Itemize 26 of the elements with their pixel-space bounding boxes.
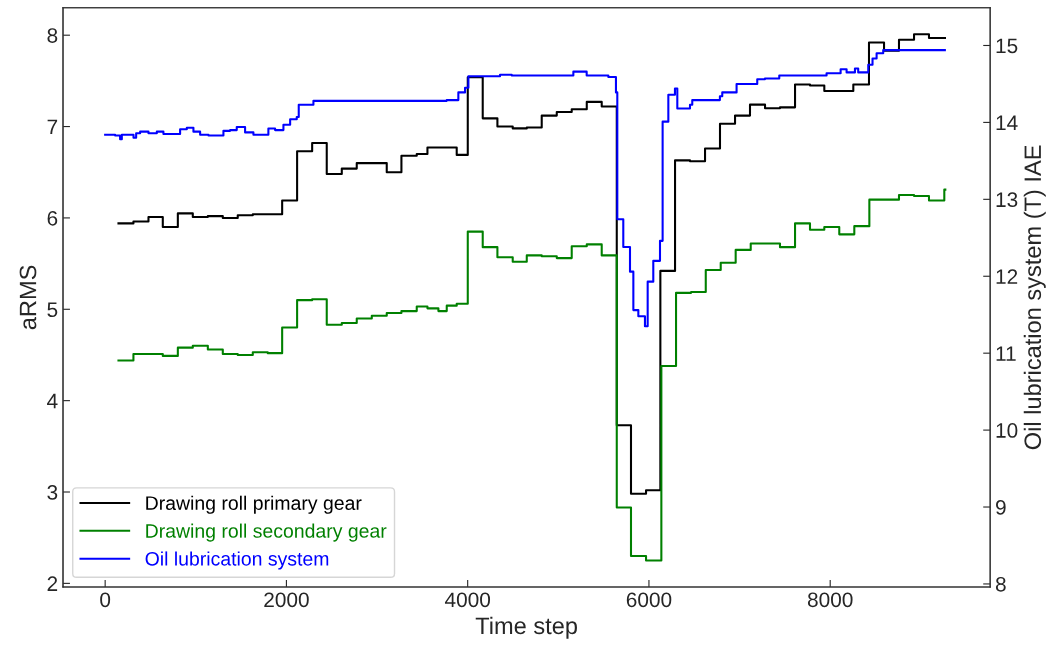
y2-tick-label: 12 xyxy=(996,269,1018,284)
legend-label: Drawing roll secondary gear xyxy=(146,523,387,542)
x-tick-label: 8000 xyxy=(807,592,853,608)
y-axis-title: aRMS xyxy=(19,265,37,330)
x-tick-label: 2000 xyxy=(264,592,309,608)
y2-tick-label: 9 xyxy=(996,500,1006,515)
y-tick-label: 7 xyxy=(47,119,58,135)
y-tick-label: 8 xyxy=(47,28,58,43)
y2-tick-label: 10 xyxy=(996,423,1018,438)
y-tick-label: 3 xyxy=(47,485,58,500)
y2-tick-label: 13 xyxy=(996,192,1018,208)
y-tick-label: 2 xyxy=(47,576,58,591)
y-tick-label: 5 xyxy=(47,302,58,318)
y2-tick-label: 14 xyxy=(996,115,1018,130)
x-axis-title: Time step xyxy=(475,616,577,639)
y2-tick-label: 8 xyxy=(995,576,1006,592)
y2-tick-label: 11 xyxy=(996,346,1016,361)
legend-label: Drawing roll primary gear xyxy=(146,495,362,514)
x-tick-label: 6000 xyxy=(626,592,672,608)
y2-tick-label: 15 xyxy=(996,38,1018,54)
y-tick-label: 6 xyxy=(47,210,58,226)
x-tick-label: 0 xyxy=(100,592,111,608)
y-tick-label: 4 xyxy=(47,393,58,409)
y2-axis-title: Oil lubrication system (T) IAE xyxy=(1023,145,1046,450)
x-tick-label: 4000 xyxy=(444,592,491,608)
legend-label: Oil lubrication system xyxy=(145,551,329,570)
